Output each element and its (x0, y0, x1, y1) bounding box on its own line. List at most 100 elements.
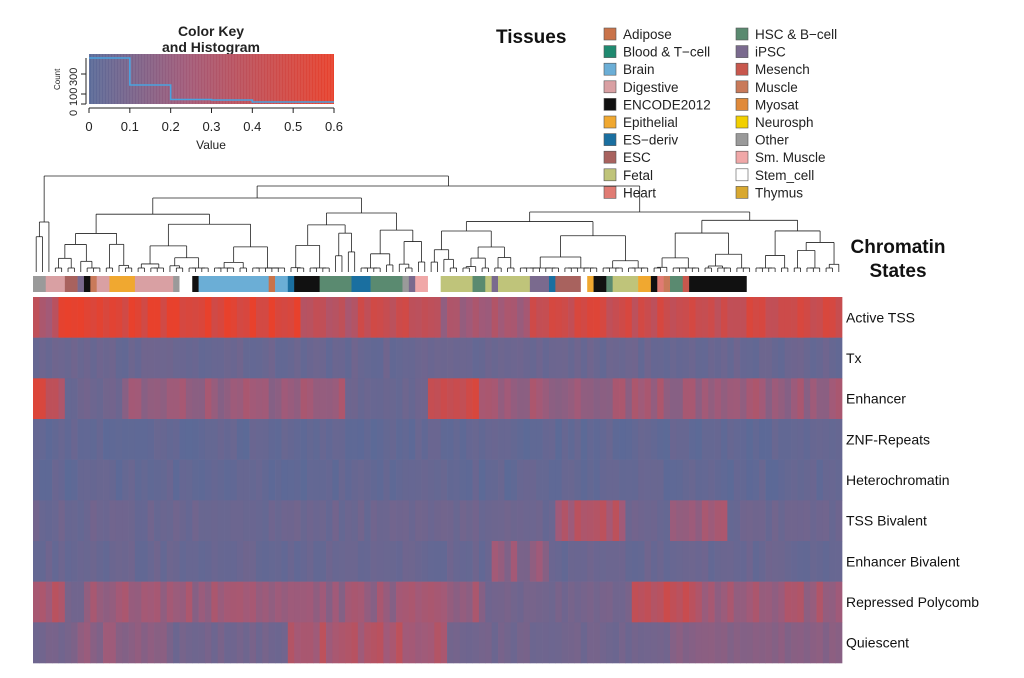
heatmap-cell (115, 337, 123, 379)
heatmap-cell (326, 419, 333, 460)
heatmap-cell (631, 581, 639, 623)
heatmap-cell (529, 581, 537, 623)
heatmap-cell (606, 337, 614, 379)
color-key-x-tick-label: 0.1 (121, 119, 139, 134)
heatmap-cell (625, 337, 633, 379)
heatmap-cell (287, 500, 295, 542)
heatmap-cell (64, 500, 72, 542)
heatmap-cell (580, 297, 588, 338)
tissue-bar-segment (612, 276, 639, 292)
heatmap-cell (472, 581, 480, 623)
heatmap-cell (478, 337, 486, 379)
legend-swatch (603, 150, 617, 164)
heatmap-cell (160, 378, 168, 420)
heatmap-cell (90, 500, 98, 542)
row-label: Quiescent (846, 635, 909, 651)
heatmap-cell (294, 378, 301, 420)
heatmap-cell (211, 419, 219, 460)
heatmap-cell (701, 419, 709, 460)
heatmap-cell (720, 419, 728, 460)
heatmap-cell (752, 622, 760, 664)
heatmap-cell (714, 541, 722, 582)
heatmap-cell (332, 337, 340, 379)
heatmap-cell (619, 581, 626, 623)
heatmap-cell (357, 459, 365, 501)
heatmap-cell (810, 622, 817, 664)
heatmap-cell (185, 419, 193, 460)
heatmap-cell (338, 622, 346, 664)
heatmap-cell (466, 337, 473, 379)
tissue-bar-segment (134, 276, 174, 292)
heatmap-cell (580, 622, 588, 664)
legend-swatch (735, 150, 749, 164)
heatmap-cell (498, 622, 505, 664)
heatmap-cell (829, 419, 836, 460)
heatmap-cell (364, 419, 371, 460)
heatmap-cell (71, 581, 78, 623)
heatmap-cell (281, 297, 289, 338)
heatmap-cell (90, 541, 98, 582)
heatmap-cell (822, 622, 830, 664)
heatmap-cell (765, 297, 773, 338)
heatmap-cell (714, 419, 722, 460)
heatmap-cell (587, 337, 594, 379)
heatmap-cell (211, 581, 219, 623)
heatmap-cell (816, 581, 824, 623)
heatmap-cell (204, 378, 212, 420)
heatmap-cell (357, 297, 365, 338)
heatmap-cell (249, 337, 257, 379)
heatmap-cell (421, 297, 429, 338)
heatmap-cell (211, 297, 219, 338)
heatmap-cell (427, 622, 435, 664)
heatmap-cell (829, 378, 836, 420)
heatmap-cell (625, 581, 633, 623)
heatmap-cell (517, 459, 524, 501)
color-key-histogram (89, 57, 334, 103)
heatmap-cell (644, 500, 652, 542)
heatmap-cell (39, 622, 47, 664)
legend-label: Thymus (755, 185, 803, 200)
heatmap-cell (650, 337, 658, 379)
heatmap-cell (561, 622, 569, 664)
heatmap-cell (447, 459, 454, 501)
heatmap-cell (166, 622, 174, 664)
heatmap-cell (810, 297, 817, 338)
heatmap-cell (408, 459, 416, 501)
heatmap-cell (402, 297, 410, 338)
heatmap-cell (752, 541, 760, 582)
heatmap-cell (141, 581, 149, 623)
heatmap-cell (364, 500, 371, 542)
row-label: Active TSS (846, 309, 915, 325)
tissue-bar-segment (657, 276, 664, 292)
heatmap-cell (376, 500, 384, 542)
heatmap-cell (338, 337, 346, 379)
heatmap-cell (708, 297, 715, 338)
heatmap-cell (268, 459, 276, 501)
heatmap-cell (478, 459, 486, 501)
heatmap-cell (701, 459, 709, 501)
heatmap-cell (300, 337, 308, 379)
heatmap-cell (154, 581, 161, 623)
heatmap-cell (771, 419, 779, 460)
heatmap-cell (64, 337, 72, 379)
heatmap-cell (491, 337, 499, 379)
heatmap-cell (77, 378, 85, 420)
heatmap-cell (670, 581, 677, 623)
heatmap-cell (294, 622, 301, 664)
heatmap-cell (517, 541, 524, 582)
heatmap-cell (122, 622, 129, 664)
heatmap-cell (141, 459, 149, 501)
heatmap-cell (746, 297, 754, 338)
heatmap-cell (638, 297, 645, 338)
heatmap-cell (498, 419, 505, 460)
tissue-bar-segment (548, 276, 556, 292)
heatmap-cell (287, 337, 295, 379)
heatmap-cell (797, 378, 805, 420)
heatmap-cell (510, 541, 518, 582)
heatmap-cell (33, 459, 40, 501)
heatmap-cell (619, 337, 626, 379)
heatmap-cell (453, 581, 461, 623)
heatmap-cell (759, 500, 766, 542)
heatmap-cell (313, 419, 321, 460)
heatmap-cell (160, 297, 168, 338)
